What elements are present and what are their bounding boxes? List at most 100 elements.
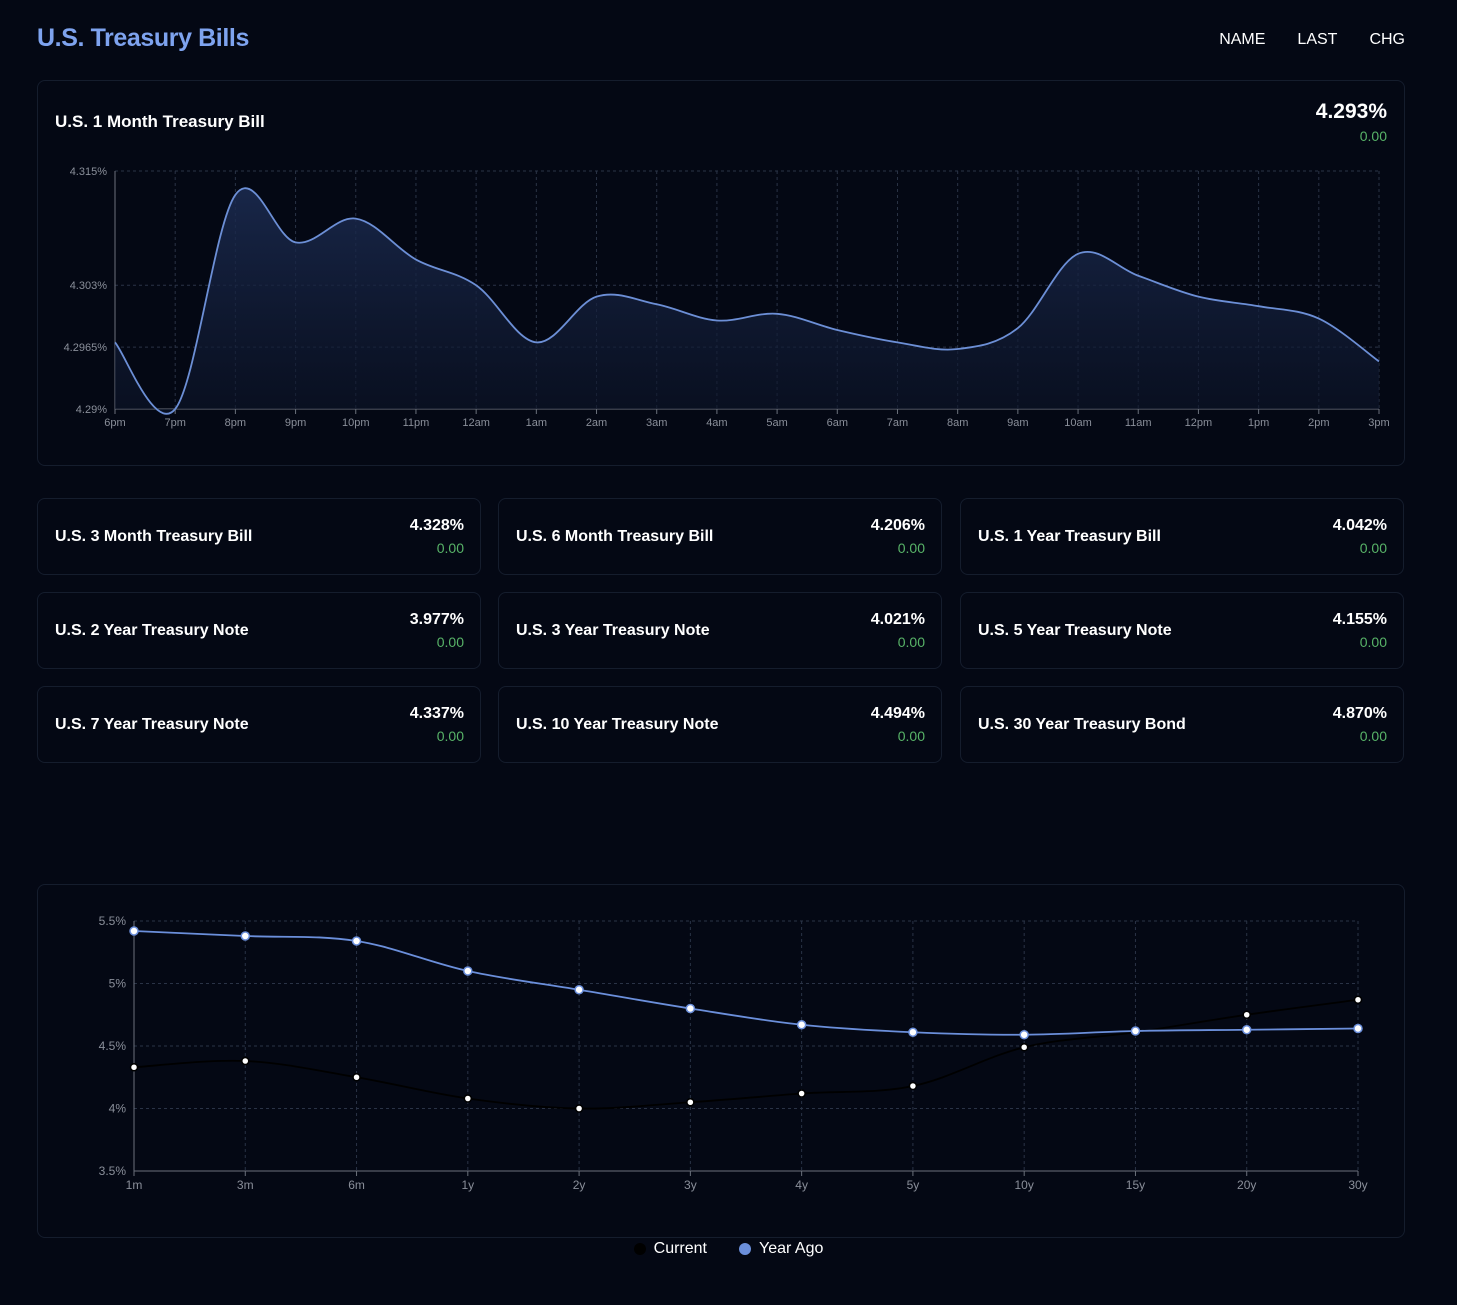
yield-curve-chart: 3.5% 4% 4.5% 5% 5.5% 1m 3m 6m 1y 2y 3y 4y 5y 10y 15y 20… <box>99 914 1368 1192</box>
x-tick-label: 5am <box>766 417 787 429</box>
tile-change: 0.00 <box>436 540 464 556</box>
tile-change: 0.00 <box>897 728 925 744</box>
intraday-chart: 4.29% 4.2965% 4.303% 4.315% 6pm 7pm 8pm 9pm 10pm… <box>64 166 1390 429</box>
data-point-current <box>797 1089 806 1098</box>
x-tick-label: 10y <box>1015 1178 1034 1192</box>
x-tick-label: 5y <box>907 1178 920 1192</box>
tile-value: 4.337% <box>409 705 464 722</box>
legend-item-year-ago[interactable]: Year Ago <box>739 1240 823 1258</box>
data-point-current <box>574 1104 584 1113</box>
x-tick-label: 2am <box>586 417 607 429</box>
legend-current-swatch <box>633 1243 646 1255</box>
data-point-year-ago <box>1241 1025 1252 1035</box>
header: U.S. Treasury Bills NAME LAST CHG <box>37 22 1405 58</box>
tile-change: 0.00 <box>897 540 925 556</box>
y-tick-label: 4% <box>109 1102 127 1116</box>
y-tick-label: 5% <box>109 977 127 991</box>
x-tick-label: 10am <box>1064 417 1092 429</box>
tile-name: U.S. 30 Year Treasury Bond <box>978 716 1186 733</box>
nav-last[interactable]: LAST <box>1297 31 1338 48</box>
data-point-year-ago <box>1130 1026 1141 1036</box>
x-tick-label: 11pm <box>403 417 430 429</box>
x-tick-label: 12am <box>462 417 490 429</box>
x-tick-label: 4y <box>795 1178 808 1192</box>
nav-chg[interactable]: CHG <box>1369 31 1405 48</box>
tile-value: 4.021% <box>870 611 925 628</box>
x-tick-label: 20y <box>1237 1178 1256 1192</box>
data-point-year-ago <box>240 931 251 941</box>
data-point-current <box>1019 1043 1029 1052</box>
y-tick-label: 3.5% <box>99 1164 127 1178</box>
series-line <box>114 187 1380 415</box>
tile-name: U.S. 10 Year Treasury Note <box>516 716 719 733</box>
data-point-year-ago <box>1353 1023 1363 1034</box>
legend-item-current[interactable]: Current <box>633 1240 707 1258</box>
page-title: U.S. Treasury Bills <box>37 24 249 52</box>
quote-tile[interactable]: U.S. 30 Year Treasury Bond 4.870% 0.00 <box>960 686 1404 763</box>
x-tick-label: 1pm <box>1248 417 1269 429</box>
legend-year-ago-swatch <box>739 1243 751 1255</box>
nav-name[interactable]: NAME <box>1219 31 1266 48</box>
data-point-year-ago <box>685 1003 696 1014</box>
x-tick-label: 1am <box>526 417 547 429</box>
tile-change: 0.00 <box>436 728 464 744</box>
quote-tile[interactable]: U.S. 10 Year Treasury Note 4.494% 0.00 <box>498 686 942 763</box>
data-point-year-ago <box>351 936 362 946</box>
legend-year-ago-label: Year Ago <box>759 1240 824 1257</box>
quote-tile[interactable]: U.S. 6 Month Treasury Bill 4.206% 0.00 <box>498 498 942 575</box>
tile-value: 4.155% <box>1332 611 1387 628</box>
x-tick-label: 3y <box>684 1178 697 1192</box>
data-point-current <box>129 1063 139 1072</box>
data-point-current <box>463 1094 473 1103</box>
data-point-year-ago <box>796 1020 807 1030</box>
yield-curve-card: 3.5% 4% 4.5% 5% 5.5% 1m 3m 6m 1y 2y 3y 4y 5y 10y 15y 20… <box>37 884 1405 1238</box>
x-tick-label: 6am <box>827 417 848 429</box>
x-tick-label: 9am <box>1007 417 1028 429</box>
main-quote-change: 0.00 <box>1359 128 1387 144</box>
y-tick-label: 4.29% <box>76 404 107 416</box>
data-point-current <box>241 1056 250 1066</box>
y-tick-label: 4.315% <box>70 166 108 178</box>
quote-tile[interactable]: U.S. 2 Year Treasury Note 3.977% 0.00 <box>37 592 481 669</box>
main-quote-value: 4.293% <box>1315 100 1387 123</box>
tile-value: 3.977% <box>409 611 464 628</box>
tile-name: U.S. 3 Year Treasury Note <box>516 622 710 639</box>
x-tick-label: 7pm <box>164 417 185 429</box>
data-point-year-ago <box>908 1027 918 1037</box>
quote-tile[interactable]: U.S. 1 Year Treasury Bill 4.042% 0.00 <box>960 498 1404 575</box>
quote-tile[interactable]: U.S. 3 Year Treasury Note 4.021% 0.00 <box>498 592 942 669</box>
data-point-current <box>352 1073 361 1082</box>
x-tick-label: 3m <box>237 1178 254 1192</box>
x-tick-label: 12pm <box>1185 417 1213 429</box>
tile-name: U.S. 2 Year Treasury Note <box>55 622 249 639</box>
data-point-current <box>686 1098 695 1107</box>
series-area <box>115 188 1379 414</box>
x-tick-label: 7am <box>887 417 908 429</box>
y-tick-label: 4.303% <box>70 280 108 292</box>
quote-tile[interactable]: U.S. 3 Month Treasury Bill 4.328% 0.00 <box>37 498 481 575</box>
quote-tile[interactable]: U.S. 7 Year Treasury Note 4.337% 0.00 <box>37 686 481 763</box>
x-tick-label: 15y <box>1126 1178 1145 1192</box>
x-tick-label: 10pm <box>342 417 370 429</box>
x-tick-label: 11am <box>1125 417 1152 429</box>
data-point-year-ago <box>463 966 473 976</box>
tile-value: 4.206% <box>870 517 925 534</box>
quote-tile[interactable]: U.S. 5 Year Treasury Note 4.155% 0.00 <box>960 592 1404 669</box>
x-tick-label: 6pm <box>104 417 125 429</box>
tile-name: U.S. 5 Year Treasury Note <box>978 622 1172 639</box>
tile-name: U.S. 3 Month Treasury Bill <box>55 528 253 545</box>
x-tick-label: 3pm <box>1368 417 1389 429</box>
series-line-current <box>133 998 1359 1110</box>
data-point-year-ago <box>129 926 139 936</box>
tile-name: U.S. 7 Year Treasury Note <box>55 716 249 733</box>
x-tick-label: 9pm <box>285 417 306 429</box>
main-quote-name: U.S. 1 Month Treasury Bill <box>55 112 265 131</box>
y-tick-label: 4.2965% <box>64 342 108 354</box>
x-tick-label: 8pm <box>225 417 246 429</box>
main-quote-card[interactable]: 4.29% 4.2965% 4.303% 4.315% 6pm 7pm 8pm 9pm 10pm… <box>37 80 1405 466</box>
x-tick-label: 1m <box>126 1178 143 1192</box>
x-tick-label: 6m <box>348 1178 365 1192</box>
tile-value: 4.042% <box>1332 517 1387 534</box>
chart-legend: Current Year Ago <box>0 1240 1457 1258</box>
y-tick-label: 4.5% <box>99 1039 127 1053</box>
